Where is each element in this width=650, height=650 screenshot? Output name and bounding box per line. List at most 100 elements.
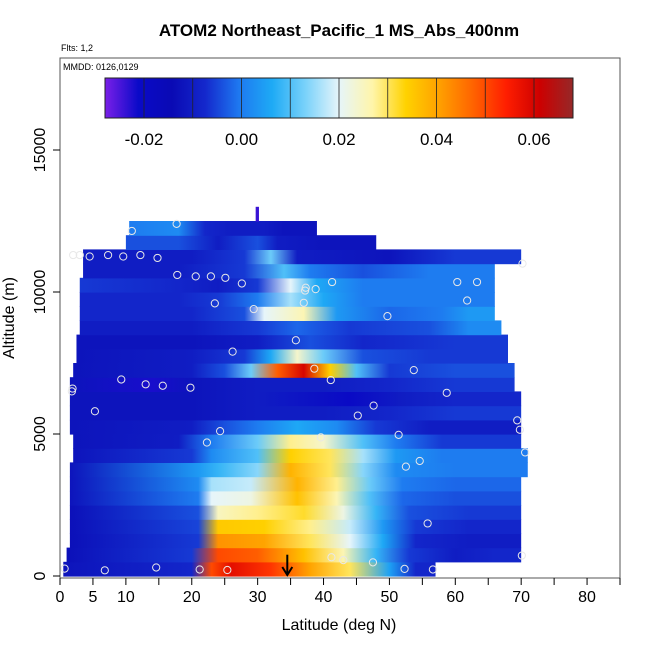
colorbar-tick-label: 0.02 bbox=[322, 130, 355, 149]
data-point bbox=[228, 347, 237, 356]
data-point bbox=[383, 312, 392, 321]
heatmap-band bbox=[69, 462, 528, 478]
y-tick-label: 5000 bbox=[32, 416, 49, 452]
x-tick-label: 50 bbox=[381, 589, 399, 606]
heatmap-band bbox=[125, 235, 377, 250]
heatmap-layer bbox=[63, 206, 528, 577]
heatmap-band bbox=[129, 221, 317, 236]
data-point bbox=[339, 555, 348, 565]
data-point bbox=[215, 427, 225, 436]
data-point bbox=[69, 250, 78, 260]
arrow-layer bbox=[281, 554, 294, 577]
x-axis: 0 5 10 20 30 40 50 60 70 80 bbox=[56, 578, 621, 606]
heatmap-band bbox=[79, 306, 495, 321]
data-point bbox=[369, 401, 378, 410]
data-point bbox=[85, 252, 94, 261]
data-point bbox=[409, 366, 418, 375]
data-point bbox=[301, 283, 310, 292]
data-point bbox=[517, 551, 526, 560]
x-tick-label: 0 bbox=[56, 589, 65, 606]
colorbar-ticks: -0.02 0.00 0.02 0.04 0.06 bbox=[125, 130, 551, 149]
heatmap-band bbox=[79, 292, 495, 307]
data-point bbox=[316, 433, 325, 442]
data-point bbox=[100, 566, 109, 575]
data-point bbox=[518, 259, 527, 268]
data-point bbox=[90, 407, 100, 416]
colorbar-tick-label: 0.04 bbox=[420, 130, 453, 149]
data-point bbox=[353, 411, 362, 420]
heatmap-band bbox=[69, 505, 522, 520]
data-point bbox=[453, 277, 462, 287]
data-point bbox=[195, 565, 204, 574]
arrow-head bbox=[281, 566, 294, 577]
data-point bbox=[202, 438, 212, 447]
data-point bbox=[141, 380, 150, 389]
data-point bbox=[191, 272, 200, 281]
x-tick-label: 30 bbox=[249, 589, 267, 606]
heatmap-band bbox=[69, 533, 522, 549]
heatmap-band bbox=[76, 348, 509, 364]
heatmap-band bbox=[79, 320, 502, 336]
data-point bbox=[472, 277, 482, 287]
data-point bbox=[210, 299, 219, 308]
data-point bbox=[442, 388, 451, 397]
data-point bbox=[515, 425, 524, 434]
colorbar-dividers bbox=[143, 78, 535, 118]
data-point bbox=[401, 462, 410, 471]
colorbar-tick-label: -0.02 bbox=[125, 130, 164, 149]
heatmap-band bbox=[69, 391, 522, 407]
y-tick-label: 0 bbox=[32, 571, 49, 580]
heatmap-band bbox=[69, 419, 522, 435]
x-tick-label: 5 bbox=[88, 589, 97, 606]
data-point bbox=[173, 270, 182, 280]
colorbar-tick-label: 0.06 bbox=[517, 130, 550, 149]
data-point bbox=[68, 384, 77, 393]
data-point bbox=[172, 219, 181, 228]
data-point bbox=[117, 375, 126, 384]
x-tick-label: 20 bbox=[183, 589, 201, 606]
heatmap-band bbox=[69, 377, 515, 392]
data-point bbox=[327, 277, 337, 287]
data-point bbox=[60, 564, 69, 573]
heatmap-band bbox=[69, 476, 522, 492]
data-point bbox=[394, 430, 403, 439]
chart-title: ATOM2 Northeast_Pacific_1 MS_Abs_400nm bbox=[159, 21, 519, 40]
data-point bbox=[299, 298, 308, 307]
colorbar-tick-label: 0.00 bbox=[225, 130, 258, 149]
data-point bbox=[186, 383, 195, 392]
x-tick-label: 70 bbox=[512, 589, 530, 606]
data-point bbox=[513, 416, 522, 425]
data-point bbox=[249, 304, 258, 314]
heatmap-band bbox=[66, 547, 522, 563]
heatmap-band bbox=[255, 206, 259, 222]
x-axis-label: Latitude (deg N) bbox=[282, 617, 397, 634]
y-axis-label: Altitude (m) bbox=[1, 277, 18, 359]
data-point bbox=[428, 565, 437, 574]
heatmap-band bbox=[83, 263, 495, 279]
y-tick-label: 10000 bbox=[32, 270, 49, 315]
x-tick-label: 10 bbox=[117, 589, 135, 606]
data-point bbox=[221, 273, 230, 282]
x-tick-label: 40 bbox=[315, 589, 333, 606]
heatmap-band bbox=[63, 561, 436, 577]
heatmap-band bbox=[69, 405, 522, 421]
data-point bbox=[237, 279, 246, 288]
data-point bbox=[400, 564, 409, 574]
data-point bbox=[75, 250, 84, 260]
colorbar: -0.02 0.00 0.02 0.04 0.06 bbox=[104, 77, 574, 149]
colorbar-border bbox=[104, 77, 574, 119]
heatmap-band bbox=[73, 363, 515, 378]
heatmap-band bbox=[69, 519, 522, 534]
data-point bbox=[415, 456, 424, 466]
data-point bbox=[521, 448, 530, 457]
data-point bbox=[310, 364, 319, 373]
data-point bbox=[103, 250, 113, 260]
data-point bbox=[326, 375, 335, 385]
heatmap-band bbox=[73, 448, 528, 463]
data-point bbox=[153, 253, 162, 263]
data-point bbox=[119, 252, 128, 261]
data-point bbox=[291, 336, 300, 345]
data-point bbox=[158, 381, 167, 390]
flights-note: Flts: 1,2 bbox=[61, 43, 93, 53]
